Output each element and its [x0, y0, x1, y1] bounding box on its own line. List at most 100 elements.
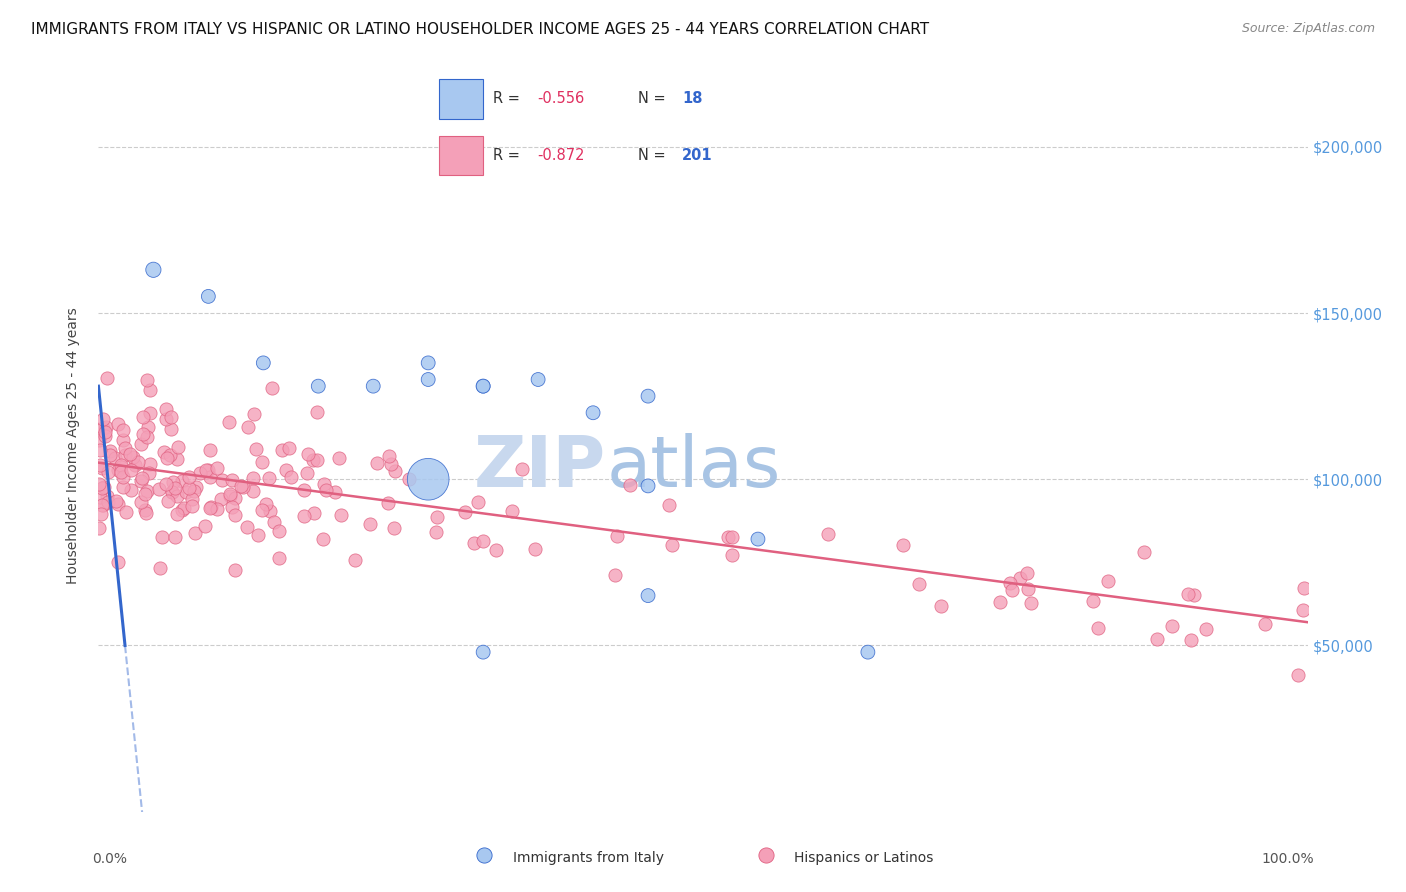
Point — [91, 498, 114, 512]
Point — [91, 481, 114, 495]
Point — [232, 479, 254, 493]
Point — [236, 519, 259, 533]
Point — [120, 483, 142, 498]
Point — [1019, 596, 1042, 610]
Point — [97, 495, 120, 509]
Point — [110, 458, 132, 472]
Point — [111, 480, 134, 494]
Point — [254, 497, 277, 511]
Point — [129, 495, 152, 509]
Point — [198, 470, 221, 484]
Point — [1180, 633, 1202, 648]
Point — [328, 450, 350, 465]
Point — [1008, 571, 1031, 585]
Point — [231, 478, 253, 492]
Point — [110, 460, 132, 475]
Text: Hispanics or Latinos: Hispanics or Latinos — [794, 851, 934, 865]
Point — [93, 480, 115, 494]
Point — [148, 482, 170, 496]
Point — [136, 483, 159, 498]
Point — [89, 490, 111, 504]
Point — [277, 441, 299, 455]
Point — [209, 492, 232, 507]
Point — [501, 504, 523, 518]
Point — [361, 379, 384, 393]
Point — [149, 561, 172, 575]
Text: atlas: atlas — [606, 434, 780, 502]
Point — [754, 848, 776, 863]
Point — [134, 487, 156, 501]
Point — [183, 484, 205, 499]
Point — [463, 536, 485, 550]
Point — [418, 372, 440, 386]
Point — [315, 483, 337, 497]
Point — [198, 501, 221, 516]
Point — [236, 419, 259, 434]
Bar — [439, 136, 482, 175]
Point — [1254, 616, 1277, 631]
Point — [107, 555, 129, 569]
Point — [280, 470, 302, 484]
Point — [246, 528, 269, 542]
Text: 18: 18 — [682, 91, 703, 106]
Point — [91, 461, 114, 475]
Point — [98, 443, 121, 458]
Point — [94, 420, 117, 434]
Point — [307, 379, 329, 393]
Point — [817, 527, 839, 541]
Point — [418, 356, 440, 370]
Text: 201: 201 — [682, 148, 713, 163]
Point — [418, 472, 440, 486]
Point — [1083, 594, 1105, 608]
Point — [263, 516, 285, 530]
Point — [159, 410, 181, 425]
Point — [160, 485, 183, 500]
Point — [89, 458, 111, 472]
Point — [259, 504, 281, 518]
Point — [211, 473, 233, 487]
Point — [242, 471, 264, 485]
Text: N =: N = — [638, 91, 671, 106]
Point — [160, 485, 183, 500]
Point — [856, 645, 879, 659]
Point — [174, 484, 197, 499]
Point — [1291, 602, 1313, 616]
Point — [165, 530, 187, 544]
Point — [166, 451, 188, 466]
Point — [120, 463, 142, 477]
Point — [224, 563, 246, 577]
Point — [112, 470, 135, 484]
Point — [188, 466, 211, 480]
Point — [305, 453, 328, 467]
Point — [131, 426, 153, 441]
Point — [107, 463, 129, 477]
Point — [1292, 581, 1315, 595]
Point — [177, 469, 200, 483]
Point — [166, 507, 188, 521]
Point — [129, 475, 152, 489]
Text: R =: R = — [494, 148, 524, 163]
Point — [717, 530, 740, 544]
Text: 0.0%: 0.0% — [93, 852, 128, 866]
Point — [157, 494, 180, 508]
Point — [295, 466, 318, 480]
Point — [156, 450, 179, 465]
Point — [94, 425, 117, 439]
Point — [96, 489, 118, 503]
Point — [998, 575, 1021, 590]
Text: -0.872: -0.872 — [537, 148, 585, 163]
Point — [485, 543, 508, 558]
Point — [305, 405, 328, 419]
Point — [183, 526, 205, 541]
Point — [152, 530, 174, 544]
Point — [221, 474, 243, 488]
Point — [270, 442, 292, 457]
Point — [661, 538, 683, 552]
Point — [89, 443, 111, 458]
Point — [114, 449, 136, 463]
Point — [257, 471, 280, 485]
Point — [311, 532, 333, 546]
Point — [131, 471, 153, 485]
Point — [425, 524, 447, 539]
Point — [267, 524, 290, 538]
